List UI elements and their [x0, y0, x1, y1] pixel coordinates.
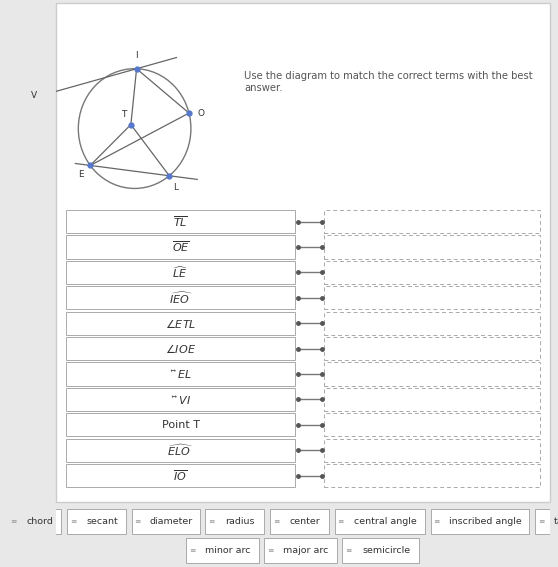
Text: $\widehat{IEO}$: $\widehat{IEO}$: [169, 290, 193, 306]
FancyBboxPatch shape: [66, 235, 295, 259]
Text: ≡: ≡: [134, 517, 141, 526]
Text: ≡: ≡: [434, 517, 440, 526]
FancyBboxPatch shape: [132, 509, 200, 534]
FancyBboxPatch shape: [535, 509, 558, 534]
Text: Point T: Point T: [161, 420, 200, 430]
FancyBboxPatch shape: [66, 337, 295, 360]
FancyBboxPatch shape: [325, 337, 540, 360]
FancyBboxPatch shape: [325, 413, 540, 437]
FancyBboxPatch shape: [186, 538, 258, 563]
Text: major arc: major arc: [283, 546, 329, 555]
Text: ≡: ≡: [338, 517, 344, 526]
Text: inscribed angle: inscribed angle: [449, 517, 522, 526]
FancyBboxPatch shape: [325, 261, 540, 284]
FancyBboxPatch shape: [343, 538, 419, 563]
Text: $\overleftrightarrow{VI}$: $\overleftrightarrow{VI}$: [171, 393, 190, 406]
Text: radius: radius: [225, 517, 255, 526]
FancyBboxPatch shape: [56, 3, 550, 502]
Text: $\overline{TL}$: $\overline{TL}$: [173, 214, 188, 229]
Text: ≡: ≡: [208, 517, 214, 526]
Text: $\angle ETL$: $\angle ETL$: [165, 317, 196, 329]
Text: L: L: [174, 183, 179, 192]
FancyBboxPatch shape: [66, 286, 295, 310]
Text: T: T: [121, 109, 126, 119]
Text: secant: secant: [86, 517, 118, 526]
Text: ≡: ≡: [9, 517, 16, 526]
Text: ≡: ≡: [538, 517, 545, 526]
Text: ≡: ≡: [273, 517, 279, 526]
FancyBboxPatch shape: [325, 464, 540, 487]
Text: ≡: ≡: [345, 546, 352, 555]
FancyBboxPatch shape: [66, 464, 295, 487]
Text: E: E: [78, 170, 84, 179]
Text: minor arc: minor arc: [205, 546, 251, 555]
FancyBboxPatch shape: [264, 538, 336, 563]
FancyBboxPatch shape: [66, 388, 295, 411]
Text: semicircle: semicircle: [362, 546, 410, 555]
FancyBboxPatch shape: [7, 509, 61, 534]
FancyBboxPatch shape: [205, 509, 264, 534]
FancyBboxPatch shape: [325, 362, 540, 386]
Text: central angle: central angle: [354, 517, 417, 526]
Text: ≡: ≡: [267, 546, 273, 555]
Text: $\overleftrightarrow{EL}$: $\overleftrightarrow{EL}$: [170, 367, 191, 380]
Text: $\widehat{LE}$: $\widehat{LE}$: [172, 265, 189, 280]
Text: $\angle IOE$: $\angle IOE$: [165, 342, 196, 355]
Text: $\overline{OE}$: $\overline{OE}$: [172, 240, 189, 255]
Text: Use the diagram to match the correct terms with the best answer.: Use the diagram to match the correct ter…: [244, 71, 532, 93]
FancyBboxPatch shape: [270, 509, 329, 534]
FancyBboxPatch shape: [66, 413, 295, 437]
FancyBboxPatch shape: [66, 210, 295, 233]
Text: $\widehat{ELO}$: $\widehat{ELO}$: [167, 442, 194, 458]
Text: ≡: ≡: [189, 546, 195, 555]
FancyBboxPatch shape: [67, 509, 126, 534]
FancyBboxPatch shape: [325, 210, 540, 233]
FancyBboxPatch shape: [66, 362, 295, 386]
Text: I: I: [135, 51, 138, 60]
FancyBboxPatch shape: [325, 438, 540, 462]
Text: center: center: [290, 517, 320, 526]
FancyBboxPatch shape: [325, 388, 540, 411]
FancyBboxPatch shape: [335, 509, 425, 534]
Text: $\overline{IO}$: $\overline{IO}$: [174, 468, 187, 483]
FancyBboxPatch shape: [66, 438, 295, 462]
FancyBboxPatch shape: [325, 235, 540, 259]
FancyBboxPatch shape: [325, 286, 540, 310]
Text: chord: chord: [26, 517, 53, 526]
FancyBboxPatch shape: [325, 311, 540, 335]
FancyBboxPatch shape: [66, 311, 295, 335]
Text: tangent: tangent: [554, 517, 558, 526]
FancyBboxPatch shape: [66, 261, 295, 284]
Text: O: O: [198, 108, 204, 117]
Text: V: V: [31, 91, 37, 100]
FancyBboxPatch shape: [431, 509, 530, 534]
Text: ≡: ≡: [70, 517, 76, 526]
Text: diameter: diameter: [150, 517, 193, 526]
